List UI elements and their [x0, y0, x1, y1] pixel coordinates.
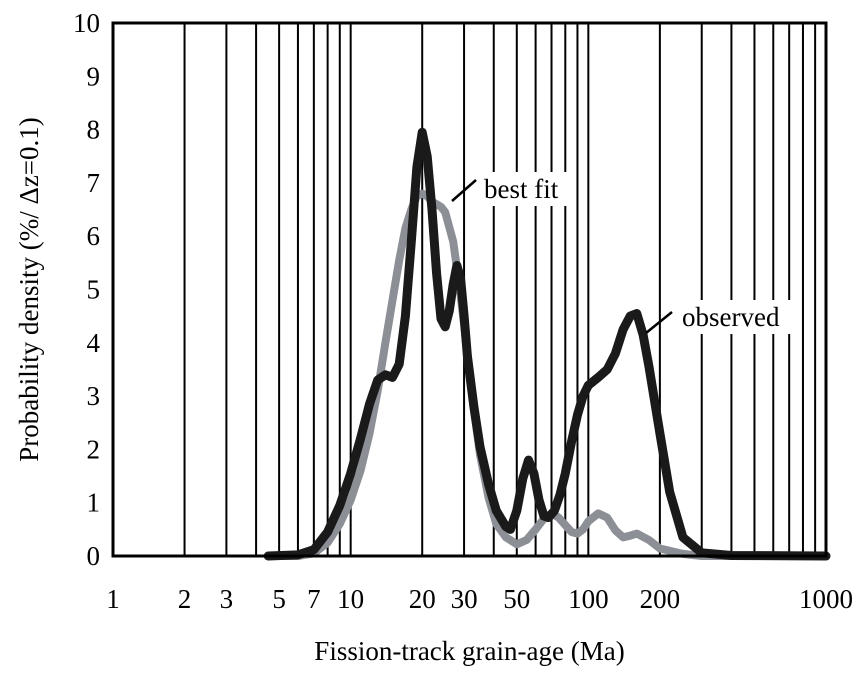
plot-frame — [111, 21, 828, 558]
x-axis-title: Fission-track grain-age (Ma) — [314, 636, 624, 666]
x-tick-label: 1 — [106, 584, 120, 614]
y-tick-label: 4 — [87, 328, 101, 358]
y-tick-label: 2 — [87, 434, 101, 464]
y-tick-label: 5 — [87, 275, 101, 305]
y-tick-label: 8 — [87, 115, 101, 145]
annotation-label-best-fit: best fit — [484, 174, 559, 204]
x-tick-labels: 1 2 3 5 7 10 20 30 50 100 200 1000 — [106, 584, 853, 614]
y-tick-label: 6 — [87, 221, 101, 251]
annotation-bg-observed — [678, 300, 796, 334]
y-tick-label: 10 — [73, 8, 100, 38]
y-tick-label: 9 — [87, 61, 101, 91]
x-tick-label: 50 — [503, 584, 530, 614]
x-tick-label: 3 — [220, 584, 234, 614]
gridlines — [183, 23, 817, 556]
series-layer — [263, 127, 831, 561]
annotation-label-observed: observed — [682, 302, 780, 332]
x-tick-label: 2 — [178, 584, 192, 614]
y-tick-label: 7 — [87, 168, 101, 198]
y-axis-title: Probability density (%/ Δz=0.1) — [14, 117, 44, 462]
annotation-leader-best-fit — [451, 179, 477, 202]
series-observed — [263, 127, 831, 561]
annotations: best fit observed — [451, 172, 796, 334]
annotation-leader-observed — [645, 311, 673, 334]
x-tick-label: 10 — [337, 584, 364, 614]
x-tick-label: 5 — [272, 584, 286, 614]
x-tick-label: 100 — [568, 584, 609, 614]
x-tick-label: 20 — [409, 584, 436, 614]
y-tick-label: 3 — [87, 381, 101, 411]
x-tick-label: 200 — [640, 584, 681, 614]
x-tick-label: 1000 — [799, 584, 853, 614]
y-tick-label: 1 — [87, 488, 101, 518]
annotation-bg-best-fit — [480, 172, 572, 206]
y-tick-label: 0 — [87, 541, 101, 571]
x-tick-label: 30 — [451, 584, 478, 614]
y-tick-labels: 0 1 2 3 4 5 6 7 8 9 10 — [73, 8, 101, 571]
series-best-fit — [264, 189, 830, 560]
x-tick-label: 7 — [307, 584, 321, 614]
